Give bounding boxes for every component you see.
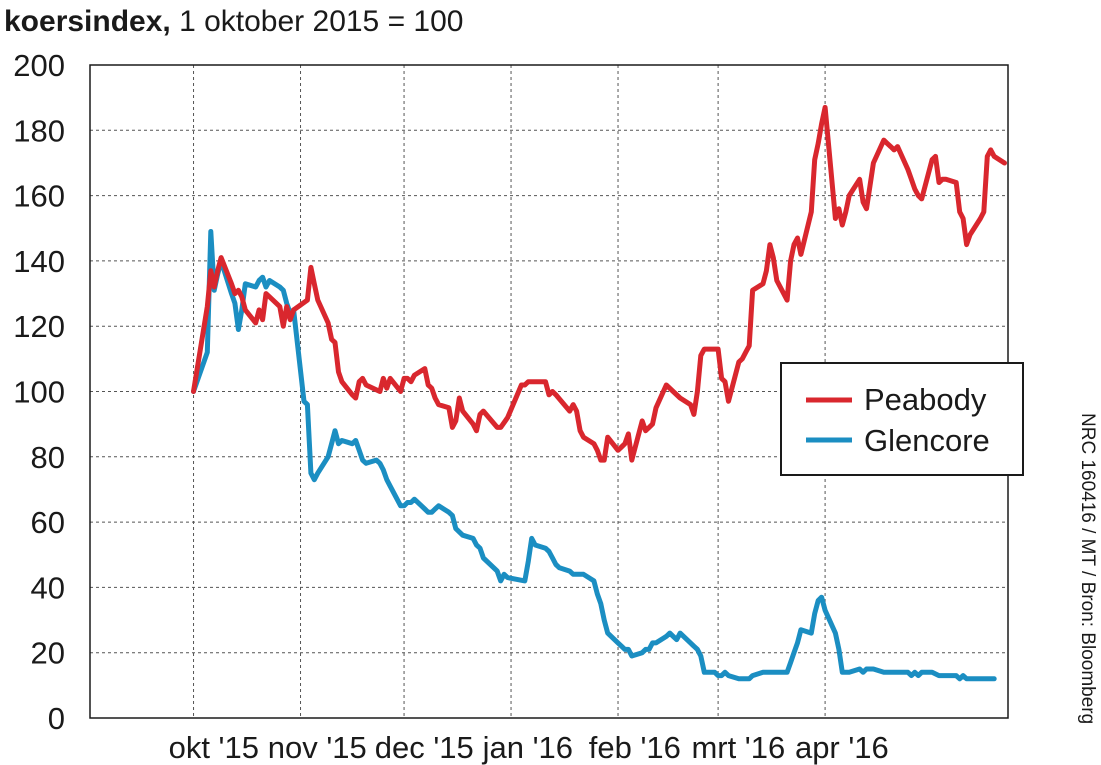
legend: Peabody Glencore	[780, 362, 1024, 476]
y-tick-label: 40	[31, 570, 65, 605]
y-tick-label: 0	[48, 701, 65, 736]
legend-label-peabody: Peabody	[864, 382, 987, 417]
x-tick-label: jan '16	[482, 730, 573, 765]
y-tick-label: 100	[13, 375, 65, 410]
x-tick-label: dec '15	[375, 730, 474, 765]
x-tick-label: okt '15	[169, 730, 259, 765]
x-tick-label: mrt '16	[691, 730, 785, 765]
y-tick-label: 200	[13, 48, 65, 83]
legend-label-glencore: Glencore	[864, 423, 990, 458]
source-note: NRC 160416 / MT / Bron: Bloomberg	[1077, 413, 1098, 724]
legend-box	[780, 362, 1024, 476]
y-tick-label: 20	[31, 636, 65, 671]
y-tick-label: 80	[31, 440, 65, 475]
y-tick-label: 160	[13, 179, 65, 214]
x-tick-label: apr '16	[795, 730, 889, 765]
x-tick-label: nov '15	[268, 730, 367, 765]
chart-title-rest: 1 oktober 2015 = 100	[171, 5, 464, 38]
series-line-glencore	[191, 229, 997, 682]
y-tick-label: 180	[13, 113, 65, 148]
y-tick-label: 120	[13, 309, 65, 344]
series-group	[191, 104, 1007, 682]
chart-title-bold: koersindex,	[4, 5, 171, 38]
y-tick-label: 60	[31, 505, 65, 540]
x-tick-label: feb '16	[589, 730, 681, 765]
series-line-peabody	[191, 104, 1007, 463]
y-tick-label: 140	[13, 244, 65, 279]
axes: 0 20 40 60 80 100 120 140 160 180 200 okt '15 nov '1…	[13, 48, 1009, 765]
chart-title: koersindex, 1 oktober 2015 = 100	[4, 5, 463, 38]
